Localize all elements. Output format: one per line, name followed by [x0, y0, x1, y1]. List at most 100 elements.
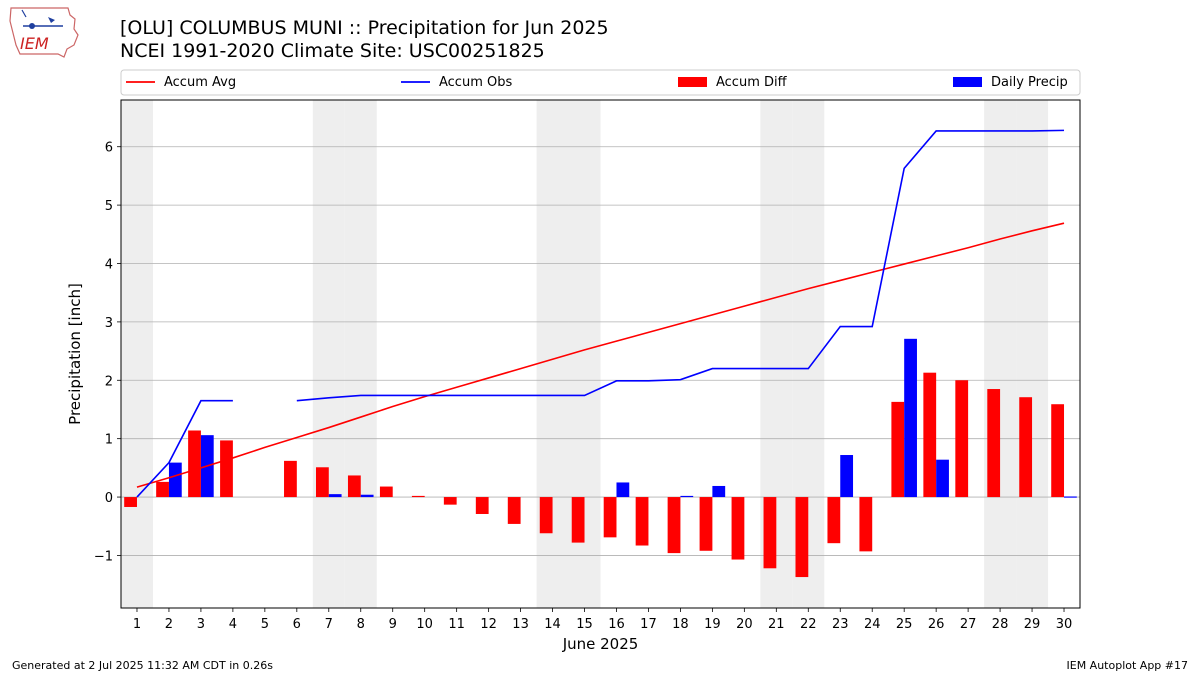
- x-tick-label: 25: [896, 617, 913, 632]
- x-tick-label: 14: [544, 617, 561, 632]
- legend-accum-avg-label: Accum Avg: [164, 75, 236, 90]
- accum-diff-bar: [795, 497, 809, 578]
- weekend-shade: [984, 100, 1017, 608]
- x-tick-label: 11: [448, 617, 465, 632]
- accum-diff-bar: [635, 497, 649, 546]
- accum-diff-bar: [475, 497, 489, 514]
- accum-diff-bar: [667, 497, 681, 554]
- x-tick-label: 10: [416, 617, 433, 632]
- accum-diff-bar: [347, 475, 361, 498]
- accum-diff-bar: [188, 430, 201, 498]
- accum-diff-bar: [699, 497, 713, 551]
- x-tick-label: 21: [768, 617, 785, 632]
- x-tick-label: 20: [736, 617, 753, 632]
- accum-diff-bar: [923, 372, 937, 498]
- y-tick-label: −1: [94, 549, 113, 564]
- daily-precip-bar: [328, 494, 342, 498]
- accum-diff-bar: [411, 495, 425, 498]
- x-tick-label: 12: [480, 617, 497, 632]
- accum-diff-bar: [156, 481, 169, 498]
- weekend-shade: [121, 100, 153, 608]
- x-tick-label: 3: [197, 617, 205, 632]
- y-tick-label: 3: [105, 316, 113, 331]
- accum-diff-bar: [1051, 404, 1065, 498]
- y-axis-label: Precipitation [inch]: [66, 283, 84, 425]
- daily-precip-bar: [360, 494, 374, 498]
- iem-logo: IEM: [8, 5, 80, 63]
- weekend-shade: [312, 100, 345, 608]
- accum-avg-line: [136, 222, 1065, 488]
- legend-daily-precip-label: Daily Precip: [991, 75, 1068, 90]
- accum-diff-bar: [571, 497, 585, 543]
- accum-diff-bar: [731, 497, 745, 560]
- x-tick-label: 27: [960, 617, 977, 632]
- daily-precip-bar: [840, 455, 854, 498]
- accum-diff-bar: [827, 497, 841, 544]
- accum-diff-bar: [1019, 397, 1033, 498]
- legend-box: [120, 69, 1081, 96]
- accum-obs-line: [136, 399, 233, 498]
- x-tick-label: 29: [1024, 617, 1041, 632]
- x-tick-label: 6: [293, 617, 301, 632]
- daily-precip-bar: [616, 482, 630, 498]
- accum-diff-bar: [763, 497, 777, 569]
- x-tick-label: 16: [608, 617, 625, 632]
- x-tick-label: 23: [832, 617, 849, 632]
- accum-diff-bar: [379, 486, 393, 498]
- x-tick-label: 18: [672, 617, 689, 632]
- x-axis-label: June 2025: [562, 635, 639, 653]
- x-tick-label: 19: [704, 617, 721, 632]
- x-tick-label: 1: [133, 617, 141, 632]
- legend-accum-obs-label: Accum Obs: [439, 75, 512, 90]
- y-tick-label: 2: [105, 374, 113, 389]
- daily-precip-bar: [712, 485, 726, 498]
- x-tick-label: 30: [1056, 617, 1073, 632]
- accum-diff-bar: [603, 497, 617, 538]
- accum-diff-bar: [443, 497, 457, 505]
- x-tick-label: 26: [928, 617, 945, 632]
- footer-generated-text: Generated at 2 Jul 2025 11:32 AM CDT in …: [12, 659, 273, 672]
- x-tick-label: 22: [800, 617, 817, 632]
- x-tick-label: 15: [576, 617, 593, 632]
- y-tick-label: 0: [105, 491, 113, 506]
- daily-precip-bar: [936, 459, 949, 498]
- accum-diff-bar: [859, 497, 873, 552]
- daily-precip-bar: [680, 495, 694, 498]
- x-tick-label: 2: [165, 617, 173, 632]
- y-tick-label: 1: [105, 433, 113, 448]
- svg-text:IEM: IEM: [20, 34, 49, 53]
- footer-app-text: IEM Autoplot App #17: [1066, 659, 1189, 672]
- x-tick-label: 24: [864, 617, 881, 632]
- accum-diff-bar: [124, 497, 137, 507]
- x-tick-label: 5: [261, 617, 269, 632]
- chart-subtitle: NCEI 1991-2020 Climate Site: USC00251825: [120, 40, 545, 62]
- y-tick-label: 6: [105, 141, 113, 156]
- y-tick-label: 4: [105, 257, 113, 272]
- daily-precip-bar: [904, 338, 917, 498]
- legend-accum-diff-label: Accum Diff: [716, 75, 788, 90]
- accum-diff-bar: [891, 401, 905, 498]
- x-tick-label: 28: [992, 617, 1009, 632]
- daily-precip-bar: [1064, 496, 1077, 498]
- x-tick-label: 17: [640, 617, 657, 632]
- x-tick-label: 7: [325, 617, 333, 632]
- daily-precip-bar: [168, 462, 182, 498]
- x-tick-label: 13: [512, 617, 529, 632]
- accum-diff-bar: [955, 380, 969, 498]
- chart-title: [OLU] COLUMBUS MUNI :: Precipitation for…: [120, 17, 609, 39]
- plot-frame: [120, 99, 1081, 609]
- x-tick-label: 8: [357, 617, 365, 632]
- x-tick-label: 9: [389, 617, 397, 632]
- x-tick-label: 4: [229, 617, 237, 632]
- weekend-shade: [344, 100, 377, 608]
- legend-daily-precip-swatch: [953, 77, 982, 87]
- accum-obs-line: [296, 129, 1065, 402]
- legend-accum-diff-swatch: [678, 77, 707, 87]
- accum-diff-bar: [220, 440, 233, 498]
- accum-diff-bar: [284, 460, 297, 498]
- accum-diff-bar: [539, 497, 553, 534]
- accum-diff-bar: [987, 389, 1001, 498]
- legend: Accum Avg Accum Obs Accum Diff Daily Precip: [120, 69, 1081, 96]
